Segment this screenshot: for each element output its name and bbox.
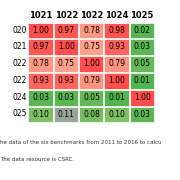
FancyBboxPatch shape [79, 107, 103, 122]
FancyBboxPatch shape [54, 90, 78, 106]
Text: 0.79: 0.79 [83, 76, 100, 85]
Text: 0.78: 0.78 [33, 59, 50, 68]
FancyBboxPatch shape [130, 39, 154, 55]
FancyBboxPatch shape [28, 107, 53, 122]
Text: 1.00: 1.00 [58, 42, 75, 51]
Text: 022: 022 [12, 76, 27, 85]
FancyBboxPatch shape [130, 90, 154, 106]
FancyBboxPatch shape [104, 56, 129, 72]
Text: 0.10: 0.10 [33, 109, 50, 118]
Text: 0.05: 0.05 [134, 59, 151, 68]
FancyBboxPatch shape [28, 56, 53, 72]
FancyBboxPatch shape [79, 73, 103, 89]
FancyBboxPatch shape [130, 107, 154, 122]
Text: 0.01: 0.01 [109, 93, 125, 102]
Text: 0.79: 0.79 [108, 59, 125, 68]
FancyBboxPatch shape [104, 107, 129, 122]
Text: 0.10: 0.10 [109, 109, 125, 118]
FancyBboxPatch shape [79, 39, 103, 55]
Text: 0.03: 0.03 [134, 109, 151, 118]
FancyBboxPatch shape [130, 73, 154, 89]
Text: 0.93: 0.93 [33, 76, 50, 85]
FancyBboxPatch shape [79, 56, 103, 72]
Text: 1025: 1025 [130, 11, 154, 20]
Text: 1.00: 1.00 [83, 59, 100, 68]
Text: 0.11: 0.11 [58, 109, 75, 118]
Text: 1021: 1021 [29, 11, 53, 20]
Text: 0.08: 0.08 [83, 109, 100, 118]
FancyBboxPatch shape [28, 22, 53, 38]
FancyBboxPatch shape [54, 39, 78, 55]
Text: 022: 022 [12, 59, 27, 68]
FancyBboxPatch shape [104, 90, 129, 106]
Text: 0.97: 0.97 [33, 42, 50, 51]
Text: he data of the six benchmarks from 2011 to 2016 to calcu: he data of the six benchmarks from 2011 … [0, 140, 161, 145]
Text: 1.00: 1.00 [33, 26, 50, 35]
FancyBboxPatch shape [28, 90, 53, 106]
Text: 1024: 1024 [105, 11, 129, 20]
FancyBboxPatch shape [104, 73, 129, 89]
FancyBboxPatch shape [54, 107, 78, 122]
Text: The data resource is CSRC.: The data resource is CSRC. [0, 157, 74, 162]
Text: 0.05: 0.05 [83, 93, 100, 102]
FancyBboxPatch shape [104, 22, 129, 38]
FancyBboxPatch shape [54, 73, 78, 89]
Text: 0.93: 0.93 [108, 42, 125, 51]
Text: 0.97: 0.97 [58, 26, 75, 35]
Text: 0.01: 0.01 [134, 76, 151, 85]
Text: 0.03: 0.03 [58, 93, 75, 102]
Text: 0.03: 0.03 [33, 93, 50, 102]
Text: 0.75: 0.75 [83, 42, 100, 51]
FancyBboxPatch shape [28, 73, 53, 89]
Text: 1022: 1022 [55, 11, 78, 20]
FancyBboxPatch shape [54, 22, 78, 38]
Text: 0.02: 0.02 [134, 26, 151, 35]
FancyBboxPatch shape [79, 22, 103, 38]
Text: 025: 025 [12, 109, 27, 118]
Text: 0.98: 0.98 [109, 26, 125, 35]
Text: 024: 024 [12, 93, 27, 102]
FancyBboxPatch shape [54, 56, 78, 72]
Text: 020: 020 [12, 26, 27, 35]
Text: 021: 021 [12, 42, 27, 51]
Text: 0.93: 0.93 [58, 76, 75, 85]
FancyBboxPatch shape [79, 90, 103, 106]
Text: 0.03: 0.03 [134, 42, 151, 51]
FancyBboxPatch shape [130, 56, 154, 72]
Text: 1.00: 1.00 [134, 93, 151, 102]
Text: 0.78: 0.78 [83, 26, 100, 35]
FancyBboxPatch shape [104, 39, 129, 55]
FancyBboxPatch shape [28, 39, 53, 55]
Text: 0.75: 0.75 [58, 59, 75, 68]
Text: 1022: 1022 [80, 11, 103, 20]
Text: 1.00: 1.00 [109, 76, 125, 85]
FancyBboxPatch shape [130, 22, 154, 38]
